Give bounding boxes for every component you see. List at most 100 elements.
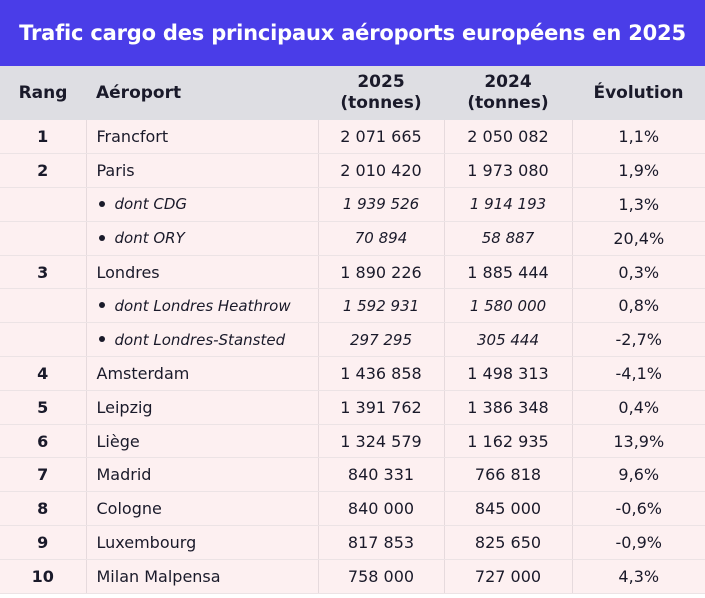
airport-cell: dont Londres-Stansted: [85, 322, 318, 358]
table-row: 3 Londres 1 890 226 1 885 444 0,3%: [0, 255, 705, 290]
rank-cell: 10: [0, 559, 86, 594]
table-row: 1 Francfort 2 071 665 2 050 082 1,1%: [0, 120, 705, 155]
value-2025-cell: 840 000: [317, 491, 444, 527]
table-subrow: dont CDG 1 939 526 1 914 193 1,3%: [0, 187, 705, 222]
cargo-traffic-table: Rang Aéroport 2025 (tonnes) 2024 (tonnes…: [0, 66, 705, 594]
value-2024-cell: 1 386 348: [443, 390, 572, 425]
table-row: 8 Cologne 840 000 845 000 -0,6%: [0, 491, 705, 527]
value-2025-cell: 1 436 858: [317, 356, 444, 391]
header-airport: Aéroport: [96, 82, 182, 103]
airport-cell: Leipzig: [85, 390, 318, 425]
rank-cell: 2: [0, 153, 86, 189]
table-header: Rang Aéroport 2025 (tonnes) 2024 (tonnes…: [0, 66, 705, 120]
rank-cell: 9: [0, 525, 86, 560]
evolution-cell: 0,8%: [571, 288, 705, 324]
table-subrow: dont Londres Heathrow 1 592 931 1 580 000 0…: [0, 288, 705, 324]
rank-cell: 1: [0, 120, 86, 155]
table-row: 6 Liège 1 324 579 1 162 935 13,9%: [0, 424, 705, 459]
evolution-cell: -0,6%: [571, 491, 705, 527]
evolution-cell: 0,4%: [571, 390, 705, 425]
header-2024-unit: (tonnes): [467, 93, 549, 113]
bullet-icon: [98, 234, 105, 241]
header-row: Rang Aéroport 2025 (tonnes) 2024 (tonnes…: [0, 66, 705, 120]
rank-cell: 4: [0, 356, 86, 391]
header-2025-year: 2025: [357, 72, 405, 92]
evolution-cell: 4,3%: [571, 559, 705, 594]
table-subrow: dont ORY 70 894 58 887 20,4%: [0, 221, 705, 256]
header-2025: 2025 (tonnes): [318, 66, 444, 120]
airport-cell: Luxembourg: [85, 525, 318, 560]
value-2024-cell: 2 050 082: [443, 120, 572, 155]
value-2025-cell: 2 071 665: [317, 120, 444, 155]
value-2024-cell: 1 162 935: [443, 424, 572, 459]
rank-cell: [0, 221, 86, 256]
value-2024-cell: 1 973 080: [443, 153, 572, 189]
rank-cell: [0, 288, 86, 324]
evolution-cell: 13,9%: [571, 424, 705, 459]
table-row: 7 Madrid 840 331 766 818 9,6%: [0, 457, 705, 493]
evolution-cell: 9,6%: [571, 457, 705, 493]
table-row: 2 Paris 2 010 420 1 973 080 1,9%: [0, 153, 705, 189]
airport-name: dont CDG: [114, 195, 188, 214]
value-2025-cell: 758 000: [317, 559, 444, 594]
value-2025-cell: 1 890 226: [317, 255, 444, 290]
table-subrow: dont Londres-Stansted 297 295 305 444 -2,7%: [0, 322, 705, 358]
airport-name: dont Londres-Stansted: [114, 330, 286, 349]
value-2025-cell: 1 391 762: [317, 390, 444, 425]
evolution-cell: 0,3%: [571, 255, 705, 290]
value-2024-cell: 1 914 193: [443, 187, 572, 222]
header-rank: Rang: [18, 82, 68, 103]
bullet-icon: [98, 200, 105, 207]
airport-cell: Paris: [85, 153, 318, 189]
header-evolution: Évolution: [593, 82, 684, 103]
evolution-cell: -4,1%: [571, 356, 705, 391]
airport-cell: Liège: [85, 424, 318, 459]
airport-cell: Londres: [85, 255, 318, 290]
evolution-cell: 1,3%: [571, 187, 705, 222]
value-2025-cell: 1 939 526: [317, 187, 444, 222]
value-2025-cell: 840 331: [317, 457, 444, 493]
table-row: 5 Leipzig 1 391 762 1 386 348 0,4%: [0, 390, 705, 425]
value-2024-cell: 825 650: [443, 525, 572, 560]
rank-cell: [0, 322, 86, 358]
airport-cell: dont Londres Heathrow: [85, 288, 318, 324]
airport-cell: dont ORY: [85, 221, 318, 256]
rank-cell: 7: [0, 457, 86, 493]
header-2024-year: 2024: [484, 72, 532, 92]
airport-cell: Milan Malpensa: [85, 559, 318, 594]
evolution-cell: 20,4%: [571, 221, 705, 256]
value-2025-cell: 1 592 931: [317, 288, 444, 324]
value-2024-cell: 845 000: [443, 491, 572, 527]
evolution-cell: 1,9%: [571, 153, 705, 189]
value-2025-cell: 70 894: [317, 221, 444, 256]
airport-cell: dont CDG: [85, 187, 318, 222]
header-2025-unit: (tonnes): [340, 93, 422, 113]
value-2024-cell: 305 444: [443, 322, 572, 358]
airport-cell: Madrid: [85, 457, 318, 493]
table-row: 4 Amsterdam 1 436 858 1 498 313 -4,1%: [0, 356, 705, 391]
rank-cell: 6: [0, 424, 86, 459]
header-2024: 2024 (tonnes): [444, 66, 572, 120]
value-2024-cell: 766 818: [443, 457, 572, 493]
value-2024-cell: 1 580 000: [443, 288, 572, 324]
value-2025-cell: 2 010 420: [317, 153, 444, 189]
bullet-icon: [98, 302, 105, 309]
table-row: 9 Luxembourg 817 853 825 650 -0,9%: [0, 525, 705, 560]
value-2024-cell: 58 887: [443, 221, 572, 256]
value-2025-cell: 297 295: [317, 322, 444, 358]
rank-cell: [0, 187, 86, 222]
rank-cell: 5: [0, 390, 86, 425]
table-title: Trafic cargo des principaux aéroports eu…: [0, 0, 705, 66]
evolution-cell: 1,1%: [571, 120, 705, 155]
value-2024-cell: 727 000: [443, 559, 572, 594]
airport-name: dont ORY: [114, 229, 185, 248]
rank-cell: 3: [0, 255, 86, 290]
airport-cell: Amsterdam: [85, 356, 318, 391]
evolution-cell: -2,7%: [571, 322, 705, 358]
table-row: 10 Milan Malpensa 758 000 727 000 4,3%: [0, 559, 705, 594]
bullet-icon: [98, 336, 105, 343]
airport-name: dont Londres Heathrow: [114, 296, 291, 315]
value-2025-cell: 817 853: [317, 525, 444, 560]
value-2025-cell: 1 324 579: [317, 424, 444, 459]
table-body: 1 Francfort 2 071 665 2 050 082 1,1% 2 Paris 2 …: [0, 120, 705, 594]
